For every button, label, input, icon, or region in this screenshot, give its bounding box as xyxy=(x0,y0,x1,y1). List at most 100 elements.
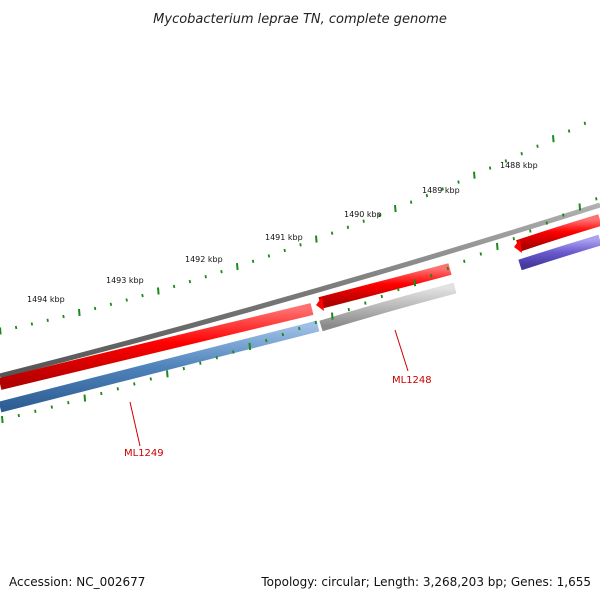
minor-tick xyxy=(116,387,119,391)
accession-text: Accession: NC_002677 xyxy=(9,575,145,589)
kbp-label: 1488 kbp xyxy=(500,161,538,170)
gene-label-ml1249[interactable]: ML1249 xyxy=(124,448,164,459)
minor-tick xyxy=(347,307,350,312)
minor-tick xyxy=(14,325,18,330)
minor-tick xyxy=(215,356,218,360)
ml1248-leader-line xyxy=(394,329,409,372)
major-tick xyxy=(394,205,397,213)
minor-tick xyxy=(149,377,152,381)
minor-tick xyxy=(100,391,103,396)
minor-tick xyxy=(595,197,598,201)
minor-tick xyxy=(488,166,492,170)
gene-forward-ml1249[interactable] xyxy=(0,303,314,390)
minor-tick xyxy=(330,231,334,235)
major-tick xyxy=(315,235,318,243)
minor-tick xyxy=(67,401,70,405)
minor-tick xyxy=(188,279,192,284)
minor-tick xyxy=(50,405,53,409)
minor-tick xyxy=(182,366,185,371)
minor-tick xyxy=(62,314,65,319)
minor-tick xyxy=(204,275,207,279)
minor-tick xyxy=(425,193,429,198)
kbp-label: 1489 kbp xyxy=(422,186,460,195)
minor-tick xyxy=(479,252,482,256)
minor-tick xyxy=(109,302,113,306)
minor-tick xyxy=(346,225,350,229)
minor-tick xyxy=(30,322,34,326)
minor-tick xyxy=(34,409,37,413)
major-tick xyxy=(1,415,4,424)
minor-tick xyxy=(283,248,286,253)
minor-tick xyxy=(298,326,301,331)
minor-tick xyxy=(125,298,128,302)
minor-tick xyxy=(583,121,587,125)
minor-tick xyxy=(441,187,444,191)
map-title: Mycobacterium leprae TN, complete genome xyxy=(153,12,447,27)
minor-tick xyxy=(46,318,49,322)
major-tick xyxy=(248,342,252,350)
gene-forward-3-arrowhead xyxy=(514,239,522,253)
kbp-label: 1491 kbp xyxy=(265,233,303,242)
minor-tick xyxy=(362,219,365,223)
minor-tick xyxy=(199,361,202,365)
minor-tick xyxy=(457,180,460,184)
minor-tick xyxy=(364,301,367,305)
scale-ticks xyxy=(0,121,587,335)
ml1249-leader-line xyxy=(129,401,141,447)
minor-tick xyxy=(504,159,508,163)
minor-tick xyxy=(378,213,381,217)
minor-tick xyxy=(265,338,268,343)
minor-tick xyxy=(545,221,548,225)
gene-forward-2[interactable] xyxy=(318,263,452,309)
major-tick xyxy=(413,279,417,287)
major-tick xyxy=(78,308,81,317)
major-tick xyxy=(83,394,87,402)
major-tick xyxy=(0,327,2,335)
minor-tick xyxy=(251,259,255,263)
major-tick xyxy=(578,203,582,211)
gene-label-ml1248[interactable]: ML1248 xyxy=(392,375,432,386)
major-tick xyxy=(166,370,169,378)
kbp-label: 1494 kbp xyxy=(27,295,65,304)
gene-forward-2-arrowhead xyxy=(316,297,324,311)
minor-tick xyxy=(520,152,523,156)
minor-tick xyxy=(409,200,413,204)
minor-tick xyxy=(397,287,400,292)
inner-ticks xyxy=(1,197,598,424)
major-tick xyxy=(236,263,239,271)
major-tick xyxy=(552,135,555,143)
minor-tick xyxy=(512,237,515,241)
minor-tick xyxy=(232,350,235,354)
minor-tick xyxy=(463,259,466,263)
gene-forward-3[interactable] xyxy=(516,214,600,252)
minor-tick xyxy=(133,382,136,386)
major-tick xyxy=(473,171,476,179)
major-tick xyxy=(331,312,334,320)
minor-tick xyxy=(281,332,284,337)
gene-reverse-ml1249[interactable] xyxy=(0,320,320,413)
minor-tick xyxy=(380,294,383,299)
gene-reverse-ml1248[interactable] xyxy=(319,282,457,332)
minor-tick xyxy=(93,306,97,311)
major-tick xyxy=(496,242,499,250)
minor-tick xyxy=(141,293,144,298)
minor-tick xyxy=(430,274,433,278)
scale-labels: 1494 kbp 1493 kbp 1492 kbp 1491 kbp 1490… xyxy=(27,161,538,304)
minor-tick xyxy=(299,243,302,247)
minor-tick xyxy=(536,144,539,148)
minor-tick xyxy=(529,229,532,233)
minor-tick xyxy=(314,320,317,325)
minor-tick xyxy=(267,254,271,258)
minor-tick xyxy=(17,413,20,418)
minor-tick xyxy=(562,213,565,217)
minor-tick xyxy=(446,266,449,271)
kbp-label: 1490 kbp xyxy=(344,210,382,219)
major-tick xyxy=(157,287,160,295)
minor-tick xyxy=(567,129,571,133)
gene-reverse-3[interactable] xyxy=(518,234,600,271)
kbp-label: 1493 kbp xyxy=(106,276,144,285)
genome-summary-text: Topology: circular; Length: 3,268,203 bp… xyxy=(260,575,591,589)
minor-tick xyxy=(172,284,176,289)
genome-backbone xyxy=(0,202,600,379)
